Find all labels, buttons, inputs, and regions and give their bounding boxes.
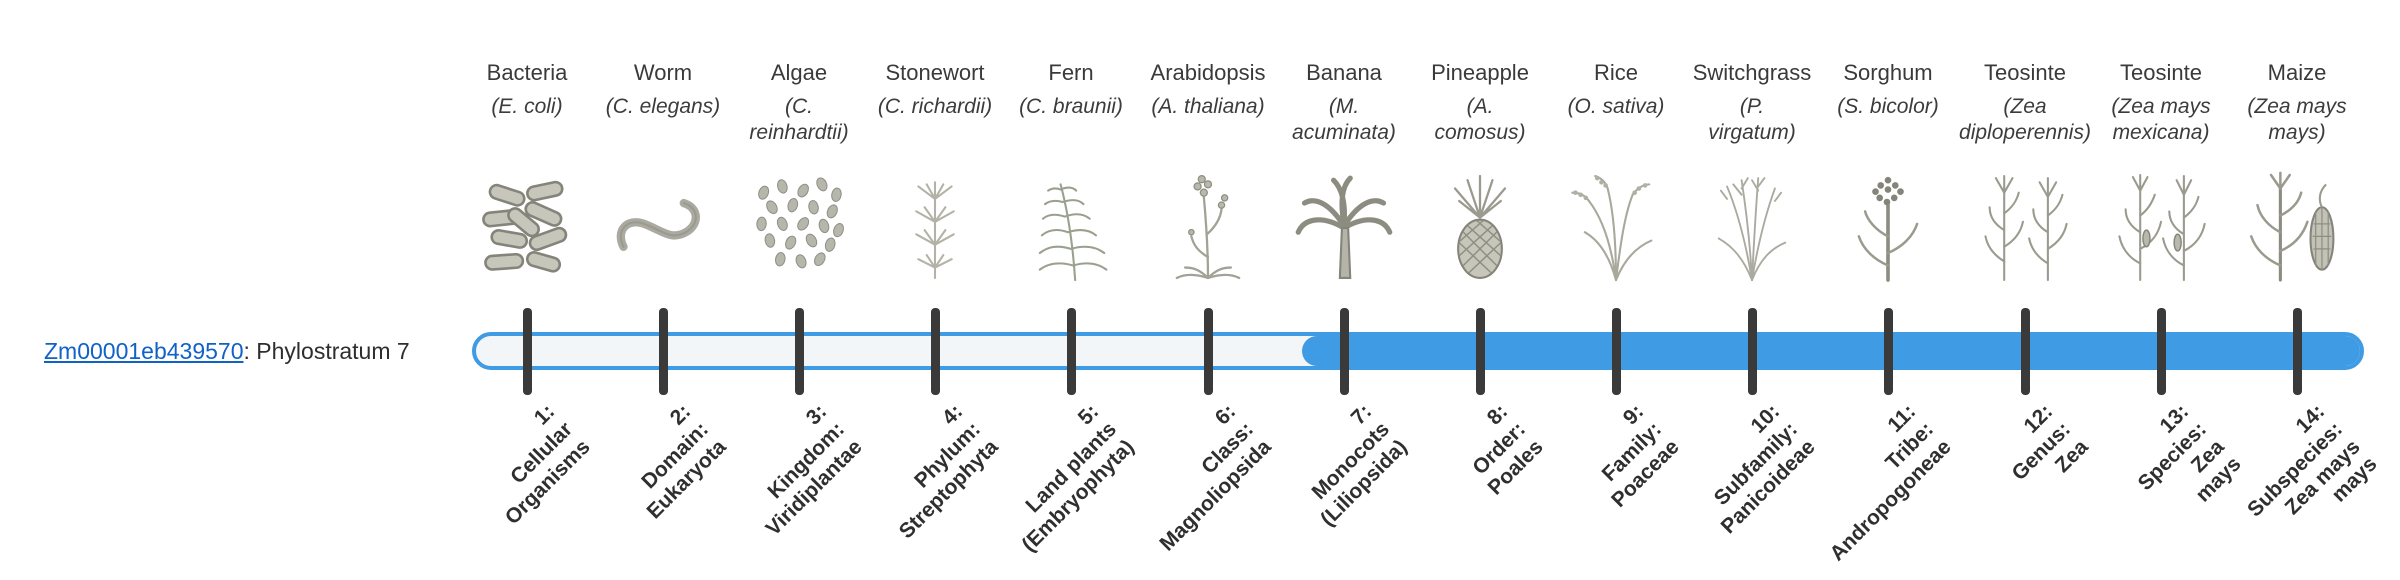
tick-mark <box>2021 308 2030 395</box>
organism-scientific-name: (Zea mays mexicana) <box>2111 95 2211 144</box>
organism-scientific-name: (A. thaliana) <box>1151 95 1265 118</box>
rice-icon <box>1564 168 1668 286</box>
organism-name: Maize <box>2267 60 2327 85</box>
tick-mark <box>1884 308 1893 395</box>
organism-column: Arabidopsis (A. thaliana) <box>1128 60 1288 120</box>
organism-column: Algae (C. reinhardtii) <box>719 60 879 145</box>
pineapple-icon <box>1428 168 1532 286</box>
organism-column: Bacteria (E. coli) <box>447 60 607 120</box>
organism-column: Teosinte (Zea mays mexicana) <box>2081 60 2241 145</box>
organism-column: Sorghum (S. bicolor) <box>1808 60 1968 120</box>
organism-scientific-name: (C. richardii) <box>877 95 993 118</box>
organism-scientific-name: (C. braunii) <box>1019 95 1123 118</box>
tick-mark <box>1612 308 1621 395</box>
organism-scientific-name: (Zea mays mays) <box>2247 95 2347 144</box>
organism-scientific-name: (S. bicolor) <box>1837 95 1939 118</box>
organism-name: Arabidopsis <box>1150 60 1266 85</box>
organism-scientific-name: (A. comosus) <box>1434 95 1526 144</box>
organism-scientific-name: (C. reinhardtii) <box>749 95 849 144</box>
tick-mark <box>659 308 668 395</box>
tick-mark <box>2157 308 2166 395</box>
organism-scientific-name: (M. acuminata) <box>1292 95 1396 144</box>
fern-icon <box>1019 168 1123 286</box>
sorghum-icon <box>1836 168 1940 286</box>
gene-phylostratum-text: : Phylostratum 7 <box>243 338 410 364</box>
organism-name: Teosinte <box>2120 60 2202 85</box>
stonewort-icon <box>883 168 987 286</box>
phylostrata-bar-filled <box>1302 336 2360 366</box>
organism-column: Maize (Zea mays mays) <box>2217 60 2377 145</box>
maize-icon <box>2245 168 2349 286</box>
tick-mark <box>1204 308 1213 395</box>
organism-name: Banana <box>1306 60 1382 85</box>
gene-id-link[interactable]: Zm00001eb439570 <box>44 338 244 364</box>
tick-mark <box>1748 308 1757 395</box>
tick-mark <box>1067 308 1076 395</box>
organism-scientific-name: (P. virgatum) <box>1708 95 1796 144</box>
organism-column: Pineapple (A. comosus) <box>1400 60 1560 145</box>
organism-name: Stonewort <box>885 60 985 85</box>
tick-mark <box>931 308 940 395</box>
organism-name: Switchgrass <box>1692 60 1812 85</box>
organism-name: Algae <box>770 60 828 85</box>
organism-name: Worm <box>633 60 693 85</box>
organism-column: Switchgrass (P. virgatum) <box>1672 60 1832 145</box>
organism-column: Stonewort (C. richardii) <box>855 60 1015 120</box>
organism-column: Worm (C. elegans) <box>583 60 743 120</box>
organism-name: Rice <box>1593 60 1638 85</box>
organism-name: Teosinte <box>1984 60 2066 85</box>
banana-icon <box>1292 168 1396 286</box>
organism-column: Teosinte (Zea diploperennis) <box>1945 60 2105 145</box>
algae-icon <box>747 168 851 286</box>
gene-label: Zm00001eb439570: Phylostratum 7 <box>44 338 410 365</box>
organism-column: Rice (O. sativa) <box>1536 60 1696 120</box>
tick-mark <box>1476 308 1485 395</box>
bacteria-icon <box>475 168 579 286</box>
teosinte-mexicana-icon <box>2109 168 2213 286</box>
organism-scientific-name: (E. coli) <box>491 95 563 118</box>
switchgrass-icon <box>1700 168 1804 286</box>
arabidopsis-icon <box>1156 168 1260 286</box>
organism-scientific-name: (Zea diploperennis) <box>1959 95 2091 144</box>
organism-scientific-name: (O. sativa) <box>1567 95 1665 118</box>
phylostrata-track <box>472 332 2364 370</box>
organism-name: Sorghum <box>1843 60 1933 85</box>
organism-scientific-name: (C. elegans) <box>605 95 721 118</box>
tick-mark <box>795 308 804 395</box>
worm-icon <box>611 168 715 286</box>
tick-mark <box>523 308 532 395</box>
teosinte-diploperennis-icon <box>1973 168 2077 286</box>
organism-column: Fern (C. braunii) <box>991 60 1151 120</box>
organism-name: Fern <box>1048 60 1094 85</box>
tick-mark <box>2293 308 2302 395</box>
organism-name: Bacteria <box>486 60 568 85</box>
organism-name: Pineapple <box>1431 60 1529 85</box>
organism-column: Banana (M. acuminata) <box>1264 60 1424 145</box>
tick-mark <box>1340 308 1349 395</box>
